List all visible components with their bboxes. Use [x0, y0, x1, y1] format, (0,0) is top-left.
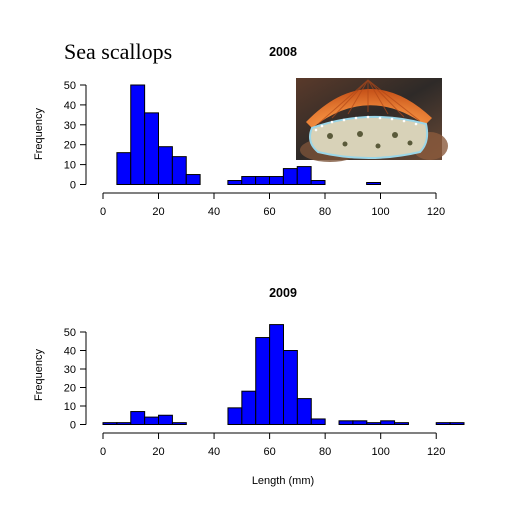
- histogram-bar: [269, 324, 285, 426]
- x-tick-label: 60: [263, 206, 275, 218]
- histogram-bar: [380, 420, 396, 425]
- histogram-bar: [394, 422, 409, 425]
- histogram-bar: [158, 414, 173, 425]
- x-tick-label: 120: [427, 446, 445, 458]
- y-axis-2008: 0 10 20 30 40 50: [64, 80, 87, 192]
- y-tick-label: 0: [70, 420, 76, 432]
- histogram-bar: [283, 350, 298, 425]
- histogram-bar: [255, 176, 270, 185]
- histogram-bar: [130, 84, 146, 185]
- scallop-photo: [296, 78, 448, 162]
- histogram-bar: [144, 416, 160, 426]
- panel-title-2008: 2008: [269, 45, 297, 59]
- histogram-bar: [310, 180, 326, 186]
- x-tick-label: 40: [208, 206, 220, 218]
- y-tick-label: 20: [64, 383, 76, 395]
- y-tick-label: 50: [64, 80, 76, 92]
- histogram-bar: [241, 176, 257, 185]
- x-axis-2008: 0 20 40 60 80 100 120: [100, 192, 445, 218]
- histogram-bar: [158, 146, 173, 186]
- y-axis-2009: 0 10 20 30 40 50: [64, 327, 87, 432]
- x-tick-label: 40: [208, 446, 220, 458]
- x-tick-label: 60: [263, 446, 275, 458]
- x-tick-label: 80: [319, 206, 331, 218]
- bars-2009: [102, 324, 465, 426]
- histogram-bar: [102, 422, 118, 425]
- histogram-bar: [227, 407, 243, 426]
- histogram-2009: 2009 0 20 40 60 80 100 120 0 10 20 30 40 50 Frequen…: [33, 286, 465, 487]
- x-tick-label: 20: [152, 206, 164, 218]
- bars-2008: [116, 84, 381, 186]
- x-tick-label: 80: [319, 446, 331, 458]
- x-tick-label: 120: [427, 206, 445, 218]
- y-tick-label: 50: [64, 327, 76, 339]
- histogram-bar: [171, 156, 187, 185]
- histogram-bar: [282, 168, 298, 186]
- histogram-bar: [366, 422, 382, 425]
- histogram-bar: [338, 420, 354, 425]
- y-tick-label: 20: [64, 140, 76, 152]
- histogram-bar: [130, 411, 146, 425]
- x-tick-label: 20: [152, 446, 164, 458]
- y-tick-label: 40: [64, 346, 76, 358]
- y-tick-label: 40: [64, 100, 76, 112]
- y-axis-title-2009: Frequency: [33, 349, 45, 401]
- y-tick-label: 30: [64, 120, 76, 132]
- histogram-bar: [435, 422, 451, 425]
- histogram-bar: [296, 166, 312, 185]
- histogram-bar: [269, 176, 284, 185]
- histogram-bar: [366, 182, 381, 185]
- figure-title: Sea scallops: [64, 39, 172, 64]
- histogram-bar: [352, 420, 368, 425]
- histogram-bar: [171, 422, 187, 425]
- y-axis-title-2008: Frequency: [33, 108, 45, 160]
- histogram-bar: [449, 422, 465, 425]
- y-tick-label: 10: [64, 160, 76, 172]
- histogram-bar: [255, 337, 271, 425]
- histogram-bar: [227, 180, 243, 186]
- histogram-bar: [310, 418, 326, 426]
- y-tick-label: 30: [64, 364, 76, 376]
- x-tick-label: 0: [100, 446, 106, 458]
- x-tick-label: 100: [372, 446, 390, 458]
- x-tick-label: 0: [100, 206, 106, 218]
- histogram-bar: [296, 398, 312, 426]
- histogram-bar: [144, 112, 159, 185]
- histogram-2008: 2008 0 20 40 60 80 100 120 0 10 20 30 40 50 Frequen…: [33, 45, 445, 218]
- x-axis-2009: 0 20 40 60 80 100 120: [100, 432, 445, 458]
- y-tick-label: 0: [70, 180, 76, 192]
- y-tick-label: 10: [64, 401, 76, 413]
- x-tick-label: 100: [371, 206, 389, 218]
- histogram-bar: [241, 390, 257, 426]
- histogram-bar: [116, 422, 132, 425]
- histogram-bar: [185, 174, 201, 186]
- panel-title-2009: 2009: [269, 286, 297, 300]
- x-axis-title-2009: Length (mm): [252, 475, 314, 487]
- histogram-bar: [116, 152, 132, 186]
